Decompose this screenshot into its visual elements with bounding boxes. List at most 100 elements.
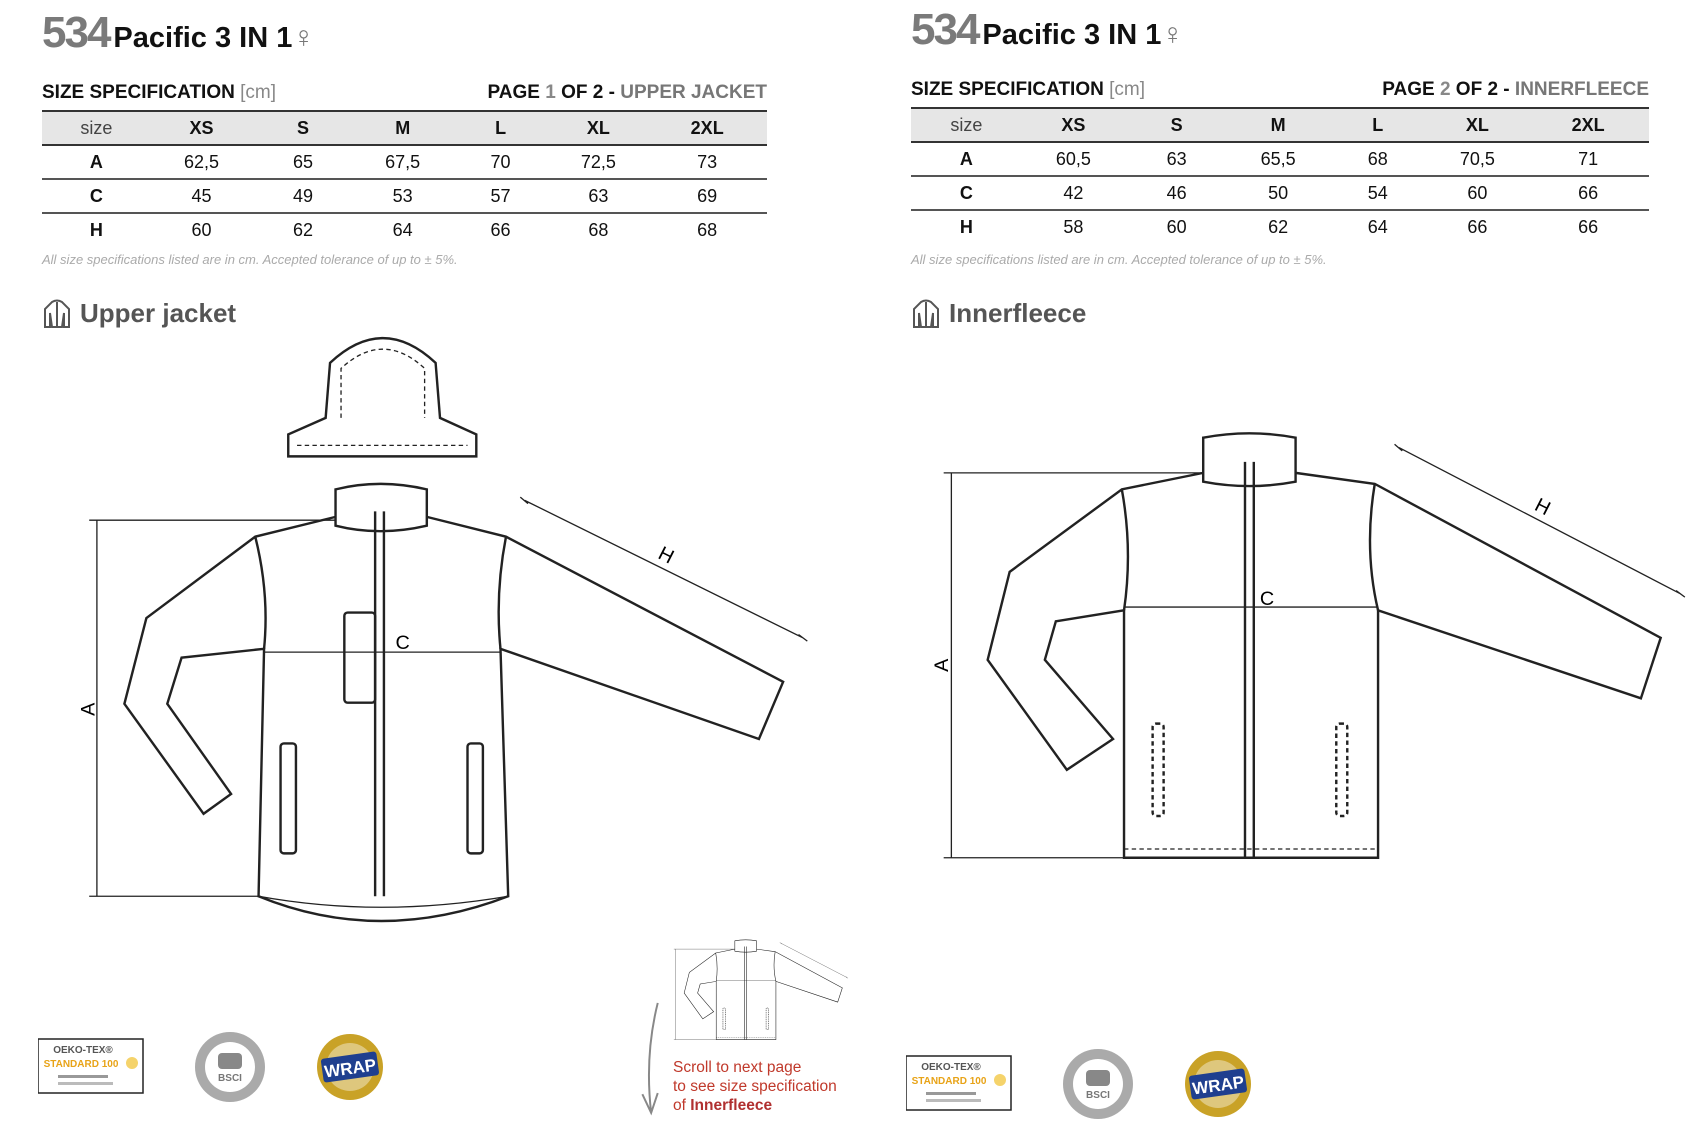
column-header: L	[1372, 114, 1384, 135]
table-cell: 66	[1578, 217, 1599, 237]
svg-text:STANDARD 100: STANDARD 100	[44, 1059, 119, 1070]
table-cell: 60	[1166, 217, 1187, 237]
bsci-logo: BSCI	[1063, 1049, 1133, 1119]
table-cell: 49	[292, 185, 314, 206]
table-cell: 66	[490, 220, 511, 240]
scroll-hint-line: of	[673, 1097, 686, 1114]
table-row: A 62,5 65 67,5 70 72,5 73	[42, 145, 767, 179]
dimension-c-label: C	[1260, 588, 1274, 610]
female-icon: ♀	[1161, 18, 1184, 51]
svg-text:STANDARD 100: STANDARD 100	[912, 1076, 987, 1087]
scroll-down-arrow-icon	[641, 1002, 659, 1116]
row-label: H	[959, 217, 973, 237]
table-row: H 60 62 64 66 68 68	[42, 213, 767, 247]
column-header: size	[950, 114, 983, 135]
table-cell: 65	[292, 151, 314, 172]
column-header: S	[1170, 114, 1183, 135]
table-cell: 73	[697, 151, 718, 172]
table-header-row: size XS S M L XL 2XL	[42, 111, 767, 145]
table-cell: 60	[1467, 182, 1488, 203]
table-cell: 62	[292, 220, 314, 240]
section-title: Innerfleece	[949, 298, 1087, 328]
table-cell: 65,5	[1260, 148, 1296, 169]
innerfleece-drawing	[942, 432, 1687, 859]
page-number: 1	[545, 82, 556, 103]
product-title: 534 Pacific 3 IN 1♀	[42, 8, 315, 58]
spec-label: SIZE SPECIFICATION	[911, 79, 1104, 100]
innerfleece-link[interactable]: Innerfleece	[690, 1097, 773, 1114]
page-prefix: PAGE	[1382, 79, 1435, 100]
spec-label: SIZE SPECIFICATION	[42, 82, 235, 103]
section-title: Upper jacket	[80, 298, 237, 328]
table-cell: 68	[697, 220, 718, 240]
scroll-hint-line: to see size specification	[673, 1078, 837, 1095]
svg-text:BSCI: BSCI	[1086, 1090, 1110, 1101]
svg-text:OEKO-TEX®: OEKO-TEX®	[921, 1062, 981, 1073]
page-indicator: PAGE 2 OF 2 - INNERFLEECE	[1382, 79, 1649, 101]
table-row: H 58 60 62 64 66 66	[911, 210, 1649, 244]
page-of: OF 2 -	[561, 82, 615, 103]
page-prefix: PAGE	[487, 82, 540, 103]
table-cell: 63	[588, 185, 609, 206]
page-part: UPPER JACKET	[620, 82, 767, 103]
table-cell: 66	[1467, 217, 1488, 237]
hood-drawing	[287, 336, 478, 458]
table-row: A 60,5 63 65,5 68 70,5 71	[911, 142, 1649, 176]
female-icon: ♀	[292, 21, 315, 54]
size-table: size XS S M L XL 2XL A 62,5 65 67,5 70 72,5 73 C 45 49 5…	[42, 110, 767, 247]
jacket-icon	[44, 299, 70, 328]
table-cell: 54	[1367, 182, 1388, 203]
table-cell: 58	[1063, 217, 1084, 237]
size-spec-heading: SIZE SPECIFICATION [cm]	[42, 82, 276, 104]
table-cell: 57	[490, 185, 511, 206]
unit-label: [cm]	[240, 82, 277, 103]
row-label: C	[89, 185, 103, 206]
wrap-logo: WRAP	[1185, 1051, 1251, 1117]
column-header: size	[80, 117, 113, 138]
table-cell: 63	[1166, 148, 1187, 169]
table-cell: 62,5	[183, 151, 220, 172]
table-header-row: size XS S M L XL 2XL	[911, 108, 1649, 142]
section-heading: Upper jacket	[42, 298, 236, 329]
table-cell: 71	[1578, 148, 1599, 169]
product-number: 534	[42, 8, 111, 57]
table-cell: 68	[588, 220, 609, 240]
page-part: INNERFLEECE	[1514, 79, 1649, 100]
tolerance-note: All size specifications listed are in cm…	[911, 252, 1327, 267]
wrap-logo: WRAP	[317, 1034, 383, 1100]
table-cell: 53	[392, 185, 413, 206]
table-cell: 62	[1268, 217, 1289, 237]
column-header: XL	[1465, 114, 1489, 135]
product-number: 534	[911, 5, 980, 54]
dimension-a-label: A	[78, 702, 100, 716]
column-header: S	[296, 117, 309, 138]
column-header: M	[1270, 114, 1286, 135]
table-cell: 68	[1367, 148, 1388, 169]
table-cell: 64	[392, 220, 413, 240]
product-name: Pacific 3 IN 1	[982, 19, 1162, 51]
table-cell: 66	[1578, 182, 1599, 203]
dimension-h-label: H	[655, 542, 678, 568]
column-header: 2XL	[690, 117, 724, 138]
table-cell: 42	[1063, 182, 1084, 203]
scroll-hint: Scroll to next page to see size specific…	[673, 1058, 837, 1115]
table-cell: 50	[1268, 182, 1289, 203]
table-cell: 70	[490, 151, 511, 172]
dimension-h-label: H	[1531, 494, 1554, 520]
upper-jacket-drawing	[89, 482, 808, 923]
innerfleece-thumbnail[interactable]	[673, 939, 849, 1040]
column-header: XS	[1061, 114, 1086, 135]
unit-label: [cm]	[1109, 79, 1146, 100]
column-header: XS	[189, 117, 214, 138]
size-spec-heading: SIZE SPECIFICATION [cm]	[911, 79, 1145, 101]
page-of: OF 2 -	[1455, 79, 1510, 100]
table-cell: 60,5	[1055, 148, 1091, 169]
tolerance-note: All size specifications listed are in cm…	[42, 252, 458, 267]
row-label: A	[959, 148, 973, 169]
product-title: 534 Pacific 3 IN 1♀	[911, 5, 1184, 55]
table-row: C 45 49 53 57 63 69	[42, 179, 767, 213]
bsci-logo: BSCI	[195, 1032, 265, 1102]
dimension-c-label: C	[395, 632, 409, 654]
row-label: A	[89, 151, 103, 172]
product-name: Pacific 3 IN 1	[113, 22, 293, 54]
